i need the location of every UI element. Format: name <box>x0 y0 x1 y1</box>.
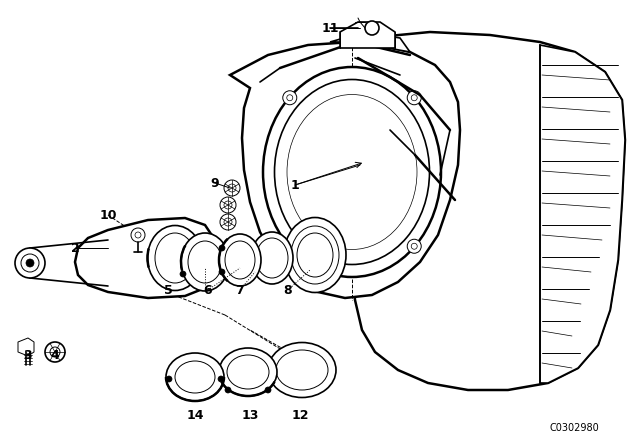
Circle shape <box>265 387 271 393</box>
Circle shape <box>220 214 236 230</box>
Text: 9: 9 <box>211 177 220 190</box>
Ellipse shape <box>297 233 333 277</box>
Text: 2: 2 <box>70 241 79 254</box>
Circle shape <box>131 228 145 242</box>
Circle shape <box>220 197 236 213</box>
Circle shape <box>180 271 186 277</box>
Ellipse shape <box>284 217 346 293</box>
Text: 14: 14 <box>186 409 204 422</box>
Polygon shape <box>340 22 395 48</box>
Circle shape <box>225 387 231 393</box>
Circle shape <box>407 239 421 253</box>
Circle shape <box>15 248 45 278</box>
Ellipse shape <box>225 241 255 279</box>
Text: 7: 7 <box>236 284 244 297</box>
Ellipse shape <box>181 233 229 291</box>
Text: 13: 13 <box>241 409 259 422</box>
Circle shape <box>219 245 225 251</box>
Circle shape <box>224 180 240 196</box>
Polygon shape <box>540 45 625 383</box>
Ellipse shape <box>263 67 441 277</box>
Circle shape <box>283 239 297 253</box>
Ellipse shape <box>166 353 224 401</box>
Ellipse shape <box>227 355 269 389</box>
Circle shape <box>26 259 34 267</box>
Ellipse shape <box>251 232 293 284</box>
Circle shape <box>365 21 379 35</box>
Polygon shape <box>352 32 625 390</box>
Text: 11: 11 <box>321 22 339 34</box>
Text: 5: 5 <box>164 284 172 297</box>
Ellipse shape <box>219 234 261 286</box>
Text: 4: 4 <box>51 349 60 362</box>
Circle shape <box>283 91 297 105</box>
Text: 10: 10 <box>99 208 116 221</box>
Text: 12: 12 <box>291 409 308 422</box>
Circle shape <box>166 376 172 382</box>
Polygon shape <box>330 32 410 52</box>
Circle shape <box>218 376 224 382</box>
Text: 1: 1 <box>291 178 300 191</box>
Circle shape <box>45 342 65 362</box>
Ellipse shape <box>219 348 277 396</box>
Text: 6: 6 <box>204 284 212 297</box>
Polygon shape <box>18 338 34 356</box>
Circle shape <box>407 91 421 105</box>
Ellipse shape <box>276 350 328 390</box>
Ellipse shape <box>291 226 339 284</box>
Text: C0302980: C0302980 <box>549 423 599 433</box>
Text: 3: 3 <box>22 349 31 362</box>
Circle shape <box>219 269 225 275</box>
Text: 8: 8 <box>284 284 292 297</box>
Ellipse shape <box>256 238 288 278</box>
Polygon shape <box>230 42 460 298</box>
Ellipse shape <box>188 241 222 283</box>
Ellipse shape <box>175 361 215 393</box>
Ellipse shape <box>268 343 336 397</box>
Polygon shape <box>75 218 218 298</box>
